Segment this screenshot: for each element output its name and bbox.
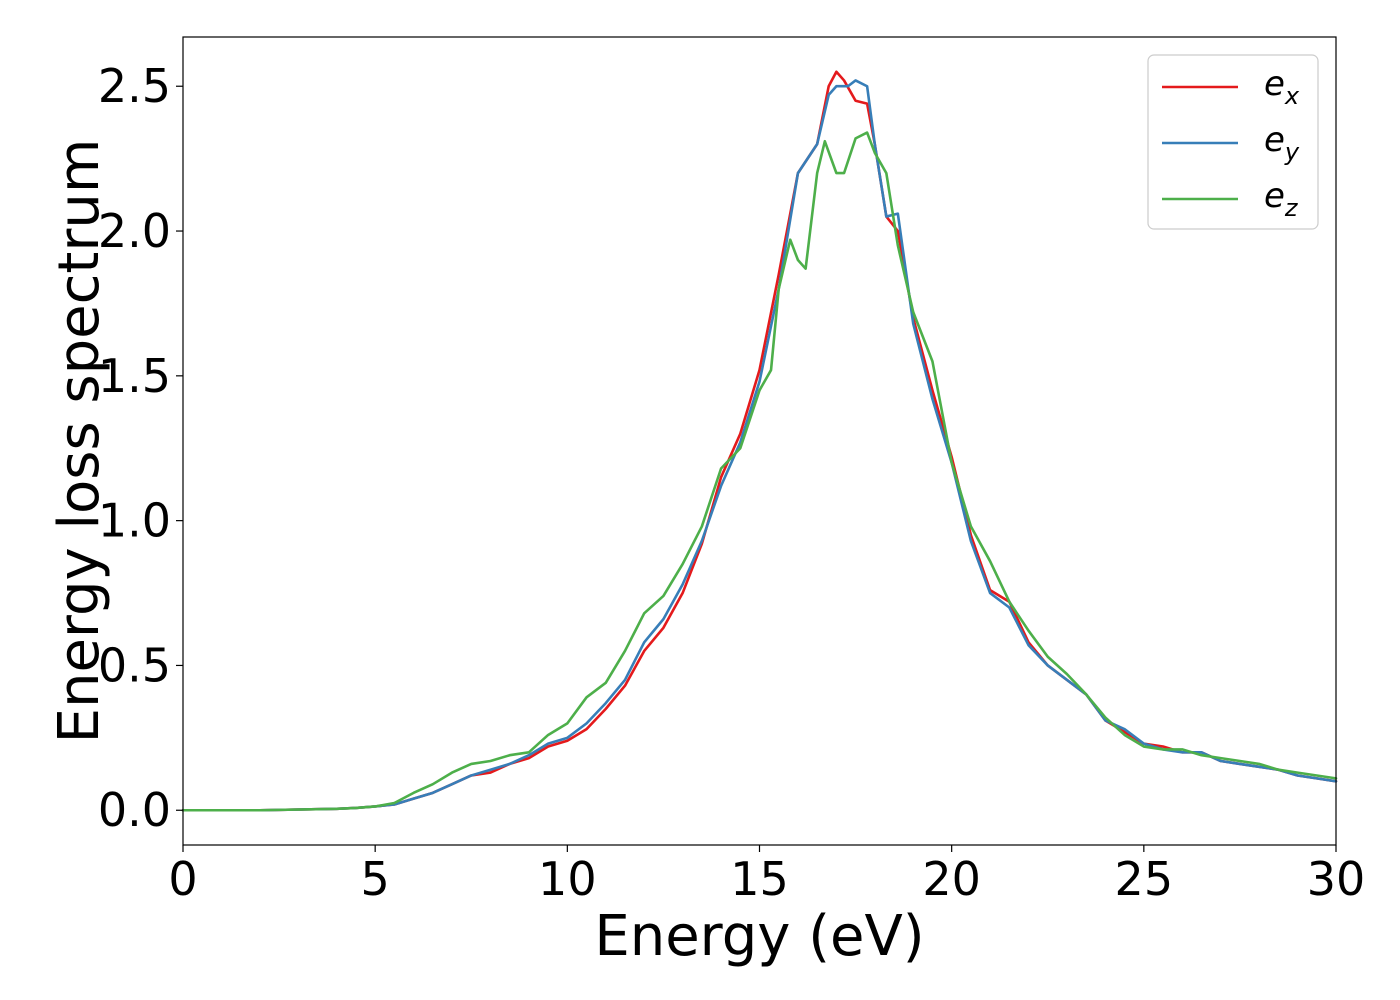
x-tick-label: 15 [730, 852, 789, 906]
series-line-z [181, 131, 1338, 812]
legend: ex ey ez [1147, 54, 1319, 230]
x-tick-label: 10 [538, 852, 597, 906]
x-tick-label: 5 [361, 852, 390, 906]
y-axis-label: Energy loss spectrum [47, 139, 112, 744]
y-tick-label: 0.0 [98, 783, 171, 837]
y-tick-label: 2.5 [98, 59, 171, 113]
y-tick-label: 0.5 [98, 638, 171, 692]
y-tick-label: 1.5 [98, 349, 171, 403]
series-line-y [181, 79, 1338, 812]
legend-label-z: ez [1264, 176, 1299, 222]
y-tick-label: 2.0 [98, 204, 171, 258]
legend-label-x: ex [1264, 64, 1300, 110]
x-axis-label: Energy (eV) [594, 904, 924, 969]
x-tick-label: 25 [1115, 852, 1174, 906]
x-tick-label: 20 [922, 852, 981, 906]
plot-lines [181, 70, 1338, 812]
x-tick-label: 30 [1307, 852, 1366, 906]
x-tick-label: 0 [168, 852, 197, 906]
y-tick-label: 1.0 [98, 494, 171, 548]
legend-label-y: ey [1264, 120, 1300, 166]
axis-ticks: 0 5 10 15 20 25 30 0.0 0.5 1.0 1.5 2.0 2.5 [98, 59, 1365, 906]
